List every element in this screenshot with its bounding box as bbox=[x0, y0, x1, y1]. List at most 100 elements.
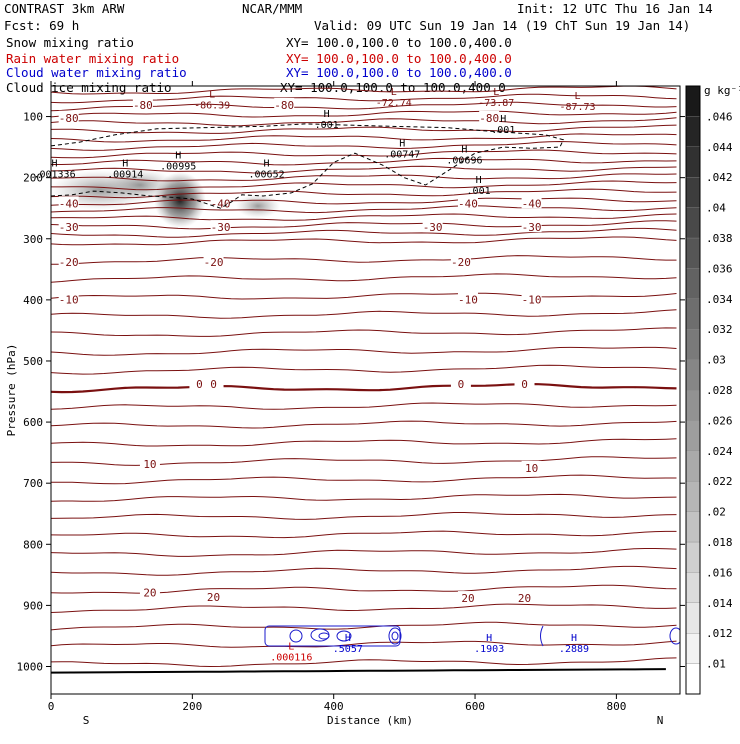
colorbar-tick-label: .038 bbox=[706, 232, 733, 245]
extremum-value: .2889 bbox=[559, 644, 589, 655]
plot-area: -80 -80 -80 -80 -40 -40 -40 -40 -30 -30 -30 -30 -20 -… bbox=[51, 86, 680, 674]
y-tick-label: 200 bbox=[23, 172, 43, 185]
colorbar-cell bbox=[685, 177, 701, 208]
temperature-contours bbox=[51, 86, 677, 668]
isotherm-line bbox=[51, 327, 677, 337]
extremum-value: .5057 bbox=[333, 644, 363, 655]
y-tick-label: 500 bbox=[23, 355, 43, 368]
isotherm-line bbox=[51, 548, 677, 557]
cloud-water-contour bbox=[310, 628, 330, 642]
isotherm-label-bg bbox=[450, 254, 471, 267]
isotherm-label: -80 bbox=[133, 99, 153, 112]
colorbar-cells bbox=[685, 85, 701, 695]
colorbar-cell bbox=[685, 541, 701, 573]
extremum-marker: H bbox=[122, 159, 128, 170]
isotherm-label-bg bbox=[58, 292, 79, 305]
extrema-labels: L-86.39L-72.74L-73.87L-87.73H.001H.001H.… bbox=[33, 87, 595, 663]
isotherm-label: -30 bbox=[423, 221, 443, 234]
isotherm-label: 0 bbox=[521, 378, 528, 391]
isotherm-label-bg bbox=[479, 110, 500, 123]
extremum-value: .001336 bbox=[33, 170, 75, 181]
isotherm-label: -40 bbox=[59, 197, 79, 210]
cloud-ice-contour bbox=[51, 123, 565, 209]
isotherm-line bbox=[51, 93, 677, 104]
colorbar-tick-label: .028 bbox=[706, 384, 733, 397]
extremum-value: -86.39 bbox=[194, 101, 230, 112]
extremum-value: .001 bbox=[491, 125, 515, 136]
colorbar-cell bbox=[685, 481, 701, 512]
extremum-marker: H bbox=[461, 145, 467, 156]
extremum-marker: L bbox=[493, 87, 499, 98]
isotherm-label: 20 bbox=[207, 591, 220, 604]
surface-line bbox=[51, 668, 666, 674]
colorbar-cell bbox=[685, 85, 701, 117]
extremum-marker: H bbox=[264, 159, 270, 170]
colorbar-tick-label: .014 bbox=[706, 597, 733, 610]
extremum-value: .00995 bbox=[160, 162, 196, 173]
isotherm-label: -30 bbox=[522, 221, 542, 234]
isotherm-label: 10 bbox=[143, 458, 156, 471]
x-tick-label: 200 bbox=[182, 700, 202, 713]
isotherm-label-bg bbox=[132, 97, 153, 110]
isotherm-line bbox=[51, 512, 677, 520]
colorbar-cell bbox=[685, 663, 701, 695]
cloud-water-contour bbox=[388, 627, 402, 645]
field-xy-rain: XY= 100.0,100.0 to 100.0,400.0 bbox=[286, 51, 512, 66]
colorbar-cell bbox=[685, 237, 701, 269]
colorbar-tick-label: .018 bbox=[706, 536, 733, 549]
y-tick-label: 100 bbox=[23, 111, 43, 124]
isotherm-line bbox=[51, 346, 677, 356]
field-xy-snow: XY= 100.0,100.0 to 100.0,400.0 bbox=[286, 35, 512, 50]
extremum-marker: H bbox=[175, 151, 181, 162]
isotherm-label: 0 bbox=[196, 378, 203, 391]
isotherm-label-bg bbox=[203, 589, 224, 602]
isotherm-line bbox=[51, 180, 677, 191]
snow-shading bbox=[236, 194, 280, 218]
colorbar-cell bbox=[685, 420, 701, 451]
isotherm-line bbox=[51, 101, 677, 112]
isotherm-label-bg bbox=[58, 110, 79, 123]
isotherm-line bbox=[51, 420, 677, 429]
extremum-value: .001 bbox=[467, 186, 491, 197]
extremum-value: -73.87 bbox=[478, 98, 514, 109]
cloud-water-contour bbox=[318, 632, 330, 640]
isotherm-line bbox=[51, 140, 677, 151]
extremum-marker: L bbox=[288, 641, 294, 652]
isotherm-label: 20 bbox=[461, 592, 474, 605]
isotherm-line bbox=[51, 402, 677, 410]
extremum-value: .00914 bbox=[107, 170, 143, 181]
isotherm-line bbox=[51, 227, 677, 238]
x-axis: 0 200 400 600 800 bbox=[48, 81, 626, 713]
header-valid: Valid: 09 UTC Sun 19 Jan 14 (19 ChT Sun … bbox=[314, 18, 690, 33]
isotherm-line bbox=[51, 110, 677, 118]
field-label-cloud-ice: Cloud ice mixing ratio bbox=[6, 80, 172, 95]
colorbar-cell bbox=[685, 116, 701, 147]
isotherm-line bbox=[51, 255, 677, 265]
isotherm-label: 0 bbox=[210, 378, 217, 391]
colorbar-tick-label: .034 bbox=[706, 293, 733, 306]
isotherm-label: -30 bbox=[59, 221, 79, 234]
extremum-marker: L bbox=[391, 87, 397, 98]
header-title: CONTRAST 3km ARW bbox=[4, 1, 125, 16]
plot-frame bbox=[50, 85, 681, 695]
cloud-water-contour bbox=[264, 625, 401, 647]
isotherm-label: -40 bbox=[211, 197, 231, 210]
isotherm-line bbox=[51, 273, 677, 283]
header-init: Init: 12 UTC Thu 16 Jan 14 bbox=[517, 1, 713, 16]
extremum-marker: H bbox=[486, 633, 492, 644]
extremum-marker: L bbox=[575, 91, 581, 102]
colorbar-cell bbox=[685, 329, 701, 360]
extremum-marker: H bbox=[52, 159, 58, 170]
isotherm-label: -80 bbox=[479, 112, 499, 125]
colorbar-tick-label: .01 bbox=[706, 658, 726, 671]
isotherm-line bbox=[51, 133, 677, 143]
y-tick-label: 1000 bbox=[17, 661, 44, 674]
colorbar-frame bbox=[685, 85, 701, 695]
y-tick-label: 800 bbox=[23, 538, 43, 551]
extremum-value: -87.73 bbox=[559, 102, 595, 113]
isotherm-label-bg bbox=[139, 585, 160, 598]
temperature-contour-labels: -80 -80 -80 -80 -40 -40 -40 -40 -30 -30 -30 -30 -20 -… bbox=[58, 97, 542, 605]
isotherm-label-bg bbox=[58, 220, 79, 233]
isotherm-line bbox=[51, 236, 677, 246]
